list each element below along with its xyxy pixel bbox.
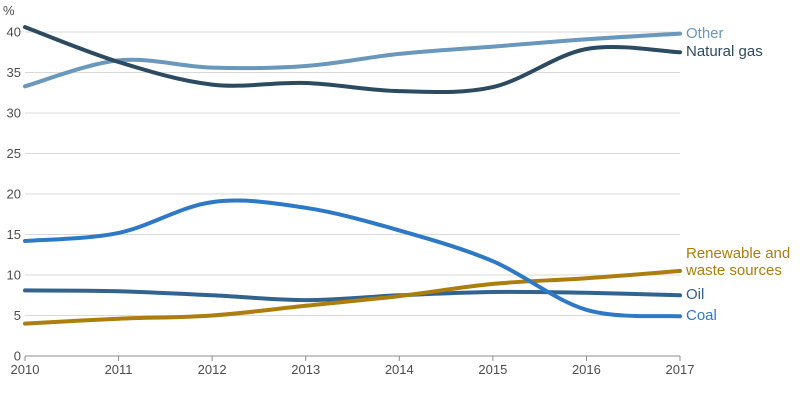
y-tick-label-20: 20 xyxy=(7,187,21,202)
series-label-renewable-and-waste-sources: Renewable and waste sources xyxy=(686,245,791,279)
x-tick-label-2011: 2011 xyxy=(105,362,133,377)
series-line-natural-gas xyxy=(23,25,682,95)
series-line-other xyxy=(23,31,682,89)
series-label-natural-gas: Natural gas xyxy=(686,43,763,60)
y-tick-label-5: 5 xyxy=(14,308,21,323)
y-tick-label-40: 40 xyxy=(7,25,21,40)
x-tick-label-2014: 2014 xyxy=(385,362,414,377)
y-tick-label-0: 0 xyxy=(14,349,21,364)
series-line-oil xyxy=(23,288,682,303)
y-axis-unit-label: % xyxy=(3,3,15,18)
x-tick-label-2013: 2013 xyxy=(291,362,320,377)
series-label-oil: Oil xyxy=(686,286,705,303)
series-label-coal: Coal xyxy=(686,307,717,324)
x-tick-label-2015: 2015 xyxy=(478,362,507,377)
y-tick-label-10: 10 xyxy=(7,268,21,283)
y-tick-label-15: 15 xyxy=(7,227,21,242)
series-line-coal xyxy=(23,198,682,319)
x-tick-label-2017: 2017 xyxy=(666,362,695,377)
y-tick-label-30: 30 xyxy=(7,106,21,121)
y-tick-label-25: 25 xyxy=(7,146,21,161)
x-tick-label-2010: 2010 xyxy=(11,362,40,377)
y-tick-label-35: 35 xyxy=(7,65,21,80)
series-label-other: Other xyxy=(686,25,724,42)
x-tick-label-2016: 2016 xyxy=(572,362,601,377)
x-tick-label-2012: 2012 xyxy=(198,362,227,377)
series-line-renewable-and-waste-sources xyxy=(23,268,682,326)
